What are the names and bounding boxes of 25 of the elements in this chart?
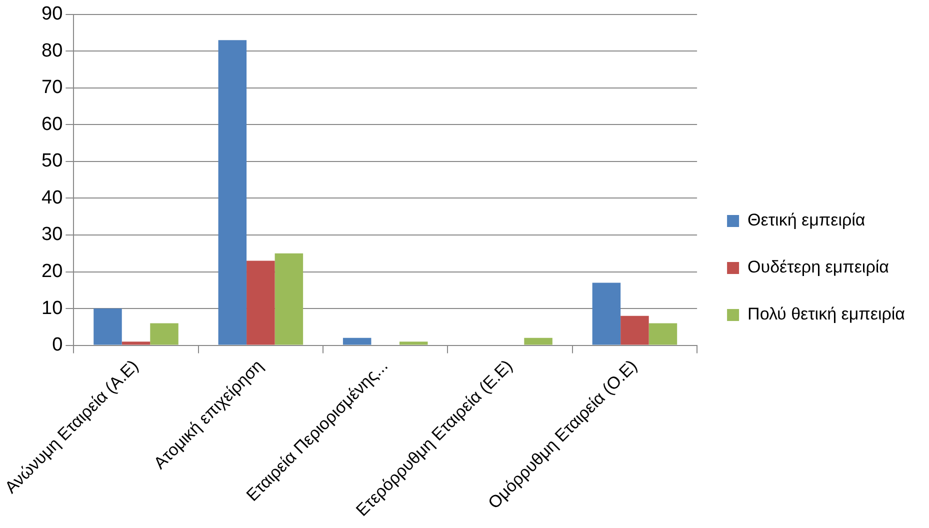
y-tick-label: 0	[52, 334, 63, 356]
bar	[620, 316, 649, 345]
bar	[342, 338, 372, 345]
bar	[122, 342, 150, 345]
y-tick-label: 60	[42, 114, 63, 135]
bar	[94, 308, 122, 345]
bar	[524, 338, 552, 345]
y-tick-label: 50	[42, 150, 63, 172]
legend-label: Θετική εμπειρία	[748, 210, 866, 230]
legend-label: Πολύ θετική εμπειρία	[748, 304, 906, 324]
bar	[399, 342, 428, 345]
bar	[246, 260, 275, 345]
y-tick-label: 90	[42, 4, 63, 25]
y-tick-label: 40	[42, 187, 63, 208]
bar	[218, 40, 247, 345]
bar	[592, 282, 621, 345]
legend-label: Ουδέτερη εμπειρία	[748, 258, 890, 277]
bar	[274, 253, 304, 345]
y-tick-label: 30	[42, 224, 63, 246]
y-tick-label: 80	[42, 40, 63, 62]
bar	[648, 323, 678, 345]
bar	[150, 323, 178, 345]
y-tick-label: 10	[42, 298, 63, 319]
y-tick-label: 20	[42, 260, 63, 282]
y-tick-label: 70	[42, 77, 63, 98]
